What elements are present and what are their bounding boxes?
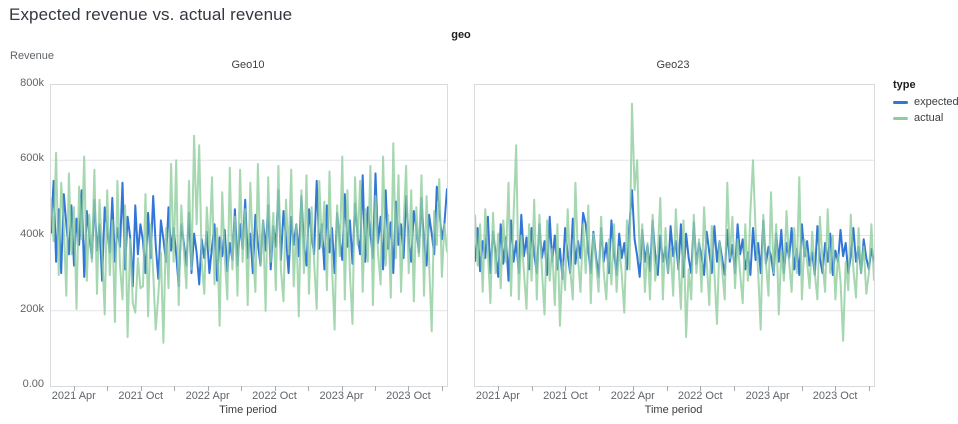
x-axis-tick [140,386,142,391]
chart-panel-geo10 [50,84,448,387]
chart-title: Expected revenue vs. actual revenue [9,5,293,24]
legend-item-expected[interactable]: expected [893,96,958,108]
x-axis-tick-label: 2023 Oct [386,390,431,402]
x-axis-tick [375,386,377,391]
x-axis-tick [632,386,634,391]
x-axis-tick [531,386,533,391]
x-axis-tick [497,386,499,391]
line-chart-plot-area [475,102,874,342]
x-axis-tick [565,386,567,391]
x-axis-tick [274,386,276,391]
legend-items: expected actual [893,96,958,124]
x-axis-tick-label: 2023 Apr [745,390,790,402]
legend: type expected actual [893,79,958,128]
x-axis-tick-label: 2023 Oct [812,390,858,402]
x-axis-tick [73,386,75,391]
x-axis-tick [174,386,176,391]
x-axis-tick [801,386,803,391]
x-axis-tick-label: 2022 Apr [610,390,655,402]
y-axis-tick-label: 600k [20,152,44,165]
y-axis-title: Revenue [10,50,55,62]
x-axis-tick-label: 2021 Oct [543,390,588,402]
x-axis-tick [442,386,443,391]
x-axis-tick [107,386,109,391]
x-axis-tick [241,386,243,391]
x-axis-title: Time period [644,404,703,416]
legend-item-actual[interactable]: actual [893,112,958,124]
x-axis-tick [734,386,736,391]
y-axis-tick-label: 200k [20,302,44,315]
panel-title-geo10: Geo10 [231,59,265,71]
y-axis-tick-label: 0.00 [22,378,44,390]
x-axis-tick-label: 2022 Oct [252,390,297,402]
x-axis-tick-label: 2021 Apr [475,390,520,402]
legend-title: type [893,79,916,91]
y-axis-tick-label: 400k [20,227,44,240]
x-axis-title: Time period [219,404,277,416]
legend-item-label: actual [914,112,944,124]
x-axis-tick-label: 2021 Oct [118,390,164,402]
x-axis-tick [835,386,837,391]
chart-panel-geo23 [474,84,875,387]
legend-swatch-icon [893,116,908,120]
legend-swatch-icon [893,100,908,104]
x-axis-tick-label: 2023 Apr [319,390,364,402]
x-axis-tick-label: 2022 Oct [677,390,723,402]
line-chart-plot-area [51,134,447,344]
x-axis-tick [869,386,870,391]
series-line-actual [475,102,874,342]
x-axis-tick [767,386,769,391]
series-line-actual [51,134,447,344]
x-axis-tick [207,386,209,391]
x-axis-tick [599,386,601,391]
x-axis-tick [408,386,410,391]
x-axis-tick [308,386,310,391]
x-axis-tick-label: 2022 Apr [185,390,230,402]
facet-field-label: geo [451,29,471,41]
legend-item-label: expected [914,96,958,108]
x-axis-tick [700,386,702,391]
x-axis-tick-label: 2021 Apr [51,390,96,402]
y-axis-tick-label: 800k [20,77,44,89]
x-axis-tick [341,386,343,391]
x-axis-tick [666,386,668,391]
panel-title-geo23: Geo23 [656,59,690,71]
